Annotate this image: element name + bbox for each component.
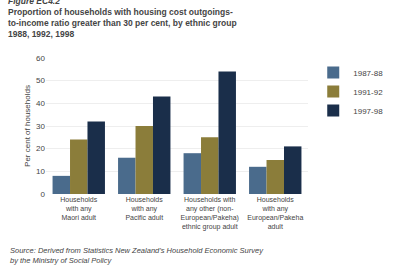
svg-text:Householdswith anyMaori adult: Householdswith anyMaori adult [60,196,97,221]
svg-text:Source: Derived from Statistic: Source: Derived from Statistics New Zeal… [10,246,264,265]
svg-text:Households withany other (non-: Households withany other (non-European/P… [181,196,239,231]
svg-text:0: 0 [41,190,46,199]
svg-text:1987-88: 1987-88 [353,69,383,78]
svg-text:Per cent of households: Per cent of households [23,85,32,167]
svg-text:20: 20 [36,144,45,153]
svg-text:Householdswith anyPacific adul: Householdswith anyPacific adult [125,196,163,221]
svg-text:50: 50 [36,76,45,85]
svg-text:1991-92: 1991-92 [353,88,383,97]
svg-text:Figure EC4.2Proportion of hous: Figure EC4.2Proportion of households wit… [8,0,237,39]
svg-text:60: 60 [36,54,45,63]
svg-text:10: 10 [36,167,45,176]
svg-text:30: 30 [36,122,45,131]
svg-text:40: 40 [36,99,45,108]
svg-text:1997-98: 1997-98 [353,107,383,116]
svg-text:Householdswith anyEuropean/Pak: Householdswith anyEuropean/Pakehaadult [247,196,303,230]
